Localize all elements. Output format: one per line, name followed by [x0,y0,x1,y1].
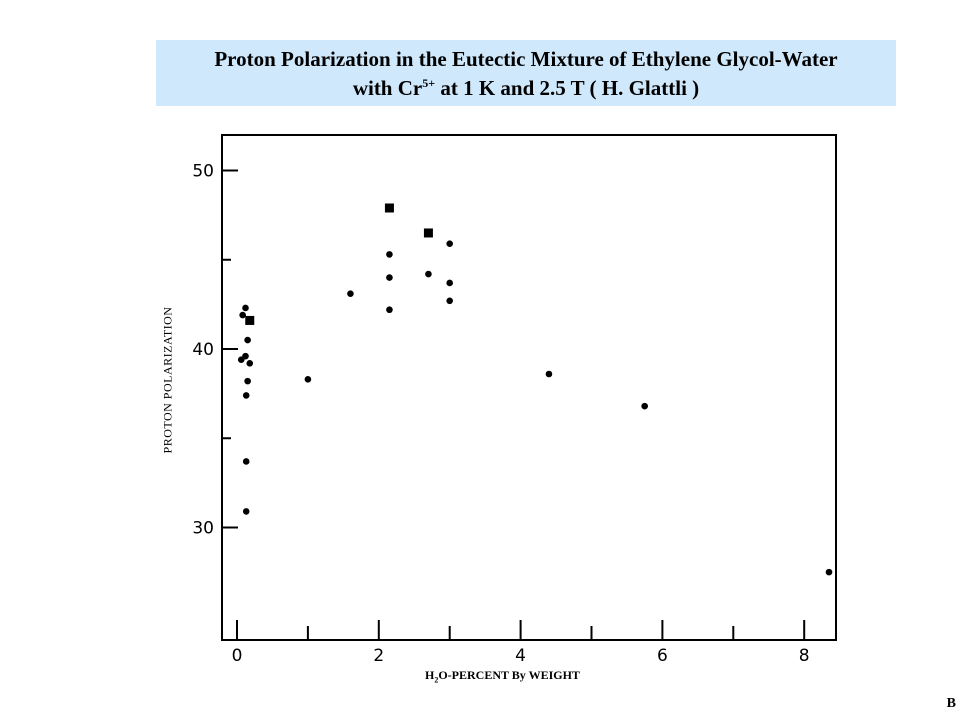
title-line-1: Proton Polarization in the Eutectic Mixt… [214,47,838,71]
data-point [242,508,250,515]
x-tick-label: 4 [515,646,526,666]
corner-label: B [946,696,956,711]
x-axis-label-rest: O-PERCENT By WEIGHT [438,668,580,682]
title-line-2-sup: 5+ [422,76,436,90]
data-point [825,568,833,576]
data-point [425,270,432,278]
data-point [641,402,648,410]
data-point [242,304,249,312]
y-tick-label: 50 [192,162,214,182]
data-point [244,336,251,344]
title-banner: Proton Polarization in the Eutectic Mixt… [156,40,896,106]
data-point [244,377,251,385]
x-tick-label: 6 [657,646,668,666]
title-line-2: with Cr5+ at 1 K and 2.5 T ( H. Glattli … [156,74,896,106]
plot-frame [221,134,837,641]
data-point [246,359,254,367]
data-point [386,251,393,258]
x-axis-label: H2O-PERCENT By WEIGHT [425,668,580,684]
data-point [545,370,553,378]
x-tick-label: 8 [799,646,810,666]
data-point [304,376,312,383]
y-tick-label: 40 [192,340,214,360]
data-point [386,274,393,281]
data-point-square [423,228,433,238]
data-point [446,240,454,247]
x-axis-label-main: H [425,668,435,682]
x-tick-label: 0 [232,646,243,666]
data-point [446,297,454,305]
data-point-square [384,203,394,213]
data-point [242,458,250,465]
title-line-2-post: at 1 K and 2.5 T ( H. Glattli ) [435,76,700,100]
data-point [239,311,246,319]
data-point [446,279,454,287]
data-point-square [245,315,255,325]
x-tick-label: 2 [373,646,384,666]
data-point [347,290,354,297]
y-tick-label: 30 [192,519,214,539]
y-axis-label: PROTON POLARIZATION [160,306,175,454]
title-line-2-pre: with Cr [352,76,423,100]
data-point [242,392,250,399]
data-point [237,356,245,364]
x-axis-label-sub: 2 [434,675,439,685]
data-point [386,306,393,314]
